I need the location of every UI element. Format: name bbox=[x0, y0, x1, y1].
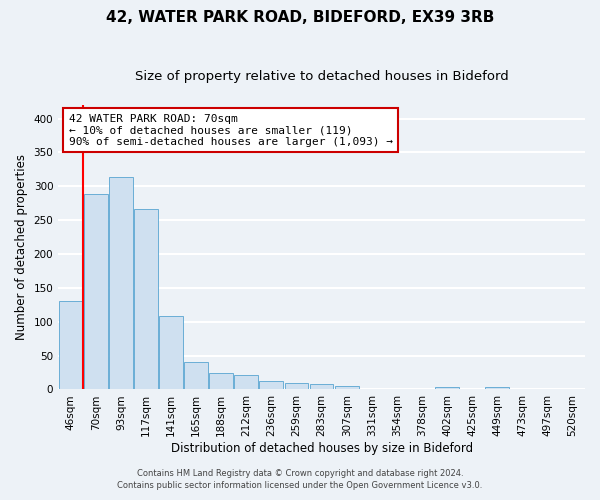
Bar bbox=[184, 362, 208, 390]
Bar bbox=[134, 208, 158, 390]
Bar bbox=[284, 382, 308, 390]
Bar bbox=[335, 386, 359, 390]
Y-axis label: Number of detached properties: Number of detached properties bbox=[15, 154, 28, 340]
Bar bbox=[485, 386, 509, 390]
Bar bbox=[310, 384, 334, 390]
Bar bbox=[109, 177, 133, 390]
Bar bbox=[59, 302, 83, 390]
Text: Contains HM Land Registry data © Crown copyright and database right 2024.
Contai: Contains HM Land Registry data © Crown c… bbox=[118, 468, 482, 490]
Bar bbox=[435, 386, 459, 390]
Bar bbox=[235, 375, 258, 390]
Text: 42, WATER PARK ROAD, BIDEFORD, EX39 3RB: 42, WATER PARK ROAD, BIDEFORD, EX39 3RB bbox=[106, 10, 494, 25]
X-axis label: Distribution of detached houses by size in Bideford: Distribution of detached houses by size … bbox=[170, 442, 473, 455]
Bar bbox=[84, 194, 108, 390]
Bar bbox=[209, 372, 233, 390]
Title: Size of property relative to detached houses in Bideford: Size of property relative to detached ho… bbox=[135, 70, 508, 83]
Bar bbox=[259, 380, 283, 390]
Text: 42 WATER PARK ROAD: 70sqm
← 10% of detached houses are smaller (119)
90% of semi: 42 WATER PARK ROAD: 70sqm ← 10% of detac… bbox=[69, 114, 393, 146]
Bar bbox=[159, 316, 183, 390]
